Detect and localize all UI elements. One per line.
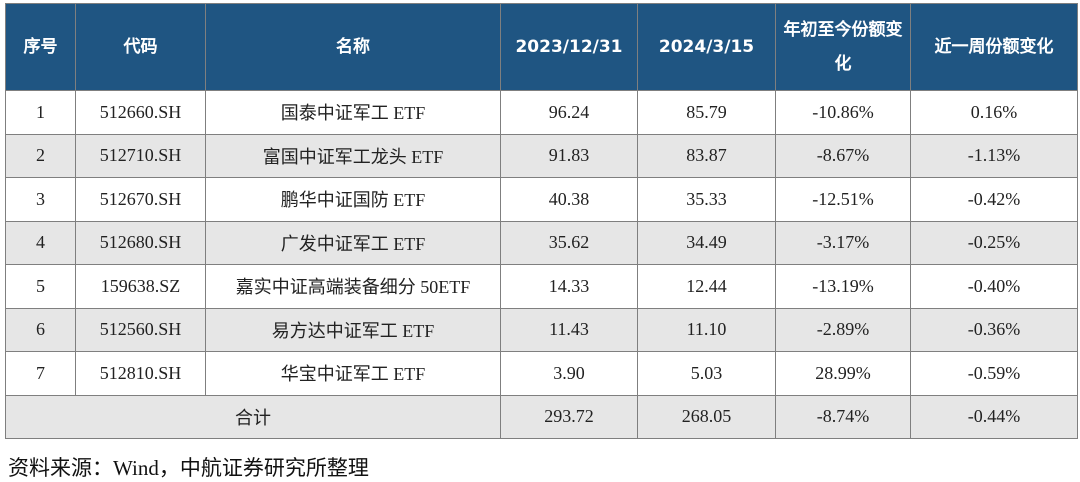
table-cell: 35.62 [500,220,638,265]
table-cell: -3.17% [775,220,911,265]
table-cell: -0.36% [910,307,1078,352]
table-cell: 34.49 [637,220,776,265]
table-cell: 华宝中证军工 ETF [205,351,501,396]
table-cell: -2.89% [775,307,911,352]
table-cell: 512670.SH [75,177,206,222]
table-cell: 鹏华中证国防 ETF [205,177,501,222]
table-cell: 1 [5,90,76,135]
table-row: 1 512660.SH 国泰中证军工 ETF 96.24 85.79 -10.86% 0.1… [5,90,1078,135]
table-cell: 96.24 [500,90,638,135]
table-row: 2 512710.SH 富国中证军工龙头 ETF 91.83 83.87 -8.67% -1… [5,133,1078,178]
table-cell: 91.83 [500,133,638,178]
table-cell: 11.10 [637,307,776,352]
table-cell: 11.43 [500,307,638,352]
table-cell: -0.40% [910,264,1078,309]
table-cell: 4 [5,220,76,265]
table-cell: 0.16% [910,90,1078,135]
table-cell: 国泰中证军工 ETF [205,90,501,135]
table-cell: 嘉实中证高端装备细分 50ETF [205,264,501,309]
table-cell: 12.44 [637,264,776,309]
table-cell: 512680.SH [75,220,206,265]
total-row: 合计 293.72 268.05 -8.74% -0.44% [5,394,1078,439]
total-cell: 293.72 [500,394,638,439]
table-cell: -0.59% [910,351,1078,396]
table-cell: 7 [5,351,76,396]
table-cell: 易方达中证军工 ETF [205,307,501,352]
table-cell: 5.03 [637,351,776,396]
header-cell: 代码 [75,3,206,91]
table-cell: -13.19% [775,264,911,309]
source-note: 资料来源：Wind，中航证券研究所整理 [8,456,369,480]
data-table: 序号 代码 名称 2023/12/31 2024/3/15 年初至今份额变化 近一周份额变化… [5,3,1078,439]
table-cell: 3.90 [500,351,638,396]
header-cell: 2024/3/15 [637,3,776,91]
table-row: 4 512680.SH 广发中证军工 ETF 35.62 34.49 -3.17% -0.2… [5,220,1078,265]
header-cell: 序号 [5,3,76,91]
table-cell: 3 [5,177,76,222]
header-cell: 名称 [205,3,501,91]
table-cell: 512710.SH [75,133,206,178]
table-cell: 512560.SH [75,307,206,352]
total-label: 合计 [5,394,501,439]
header-cell: 年初至今份额变化 [775,3,911,91]
table-cell: 40.38 [500,177,638,222]
header-cell: 2023/12/31 [500,3,638,91]
table-cell: -8.67% [775,133,911,178]
total-cell: 268.05 [637,394,776,439]
table-cell: 85.79 [637,90,776,135]
total-cell: -0.44% [910,394,1078,439]
table-cell: 28.99% [775,351,911,396]
table-body: 1 512660.SH 国泰中证军工 ETF 96.24 85.79 -10.86% 0.1… [5,90,1078,439]
table-cell: 512810.SH [75,351,206,396]
table-cell: -1.13% [910,133,1078,178]
header-row: 序号 代码 名称 2023/12/31 2024/3/15 年初至今份额变化 近一周份额变化 [5,3,1078,91]
table-cell: 512660.SH [75,90,206,135]
table-cell: -0.25% [910,220,1078,265]
table-cell: -10.86% [775,90,911,135]
table-row: 6 512560.SH 易方达中证军工 ETF 11.43 11.10 -2.89% -0.… [5,307,1078,352]
table-row: 7 512810.SH 华宝中证军工 ETF 3.90 5.03 28.99% -0.59% [5,351,1078,396]
table-cell: 159638.SZ [75,264,206,309]
table-cell: -12.51% [775,177,911,222]
table-cell: 5 [5,264,76,309]
header-cell: 近一周份额变化 [910,3,1078,91]
table-cell: -0.42% [910,177,1078,222]
table-cell: 富国中证军工龙头 ETF [205,133,501,178]
table-row: 5 159638.SZ 嘉实中证高端装备细分 50ETF 14.33 12.44 -13.… [5,264,1078,309]
table-cell: 35.33 [637,177,776,222]
table-cell: 广发中证军工 ETF [205,220,501,265]
total-cell: -8.74% [775,394,911,439]
table-cell: 2 [5,133,76,178]
table-cell: 83.87 [637,133,776,178]
table-cell: 14.33 [500,264,638,309]
table-cell: 6 [5,307,76,352]
table-row: 3 512670.SH 鹏华中证国防 ETF 40.38 35.33 -12.51% -0.… [5,177,1078,222]
